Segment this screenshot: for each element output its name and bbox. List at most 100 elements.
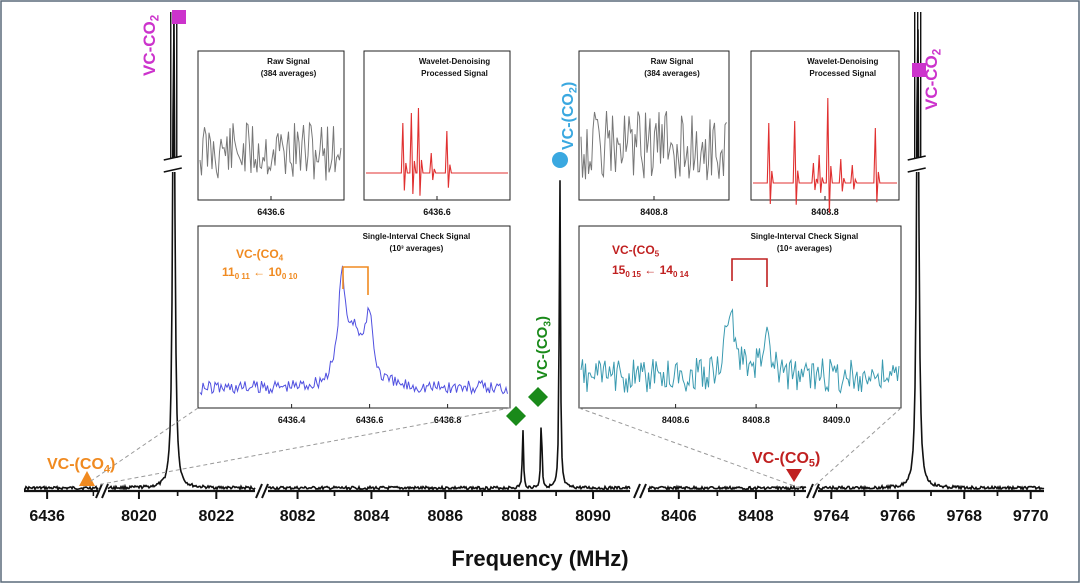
tick-label: 8088 [501, 508, 537, 525]
square-marker [172, 10, 186, 24]
tick-label: 8406 [661, 508, 697, 525]
label-text: VC-(CO [752, 450, 809, 467]
axis-break [261, 483, 269, 499]
label-tail: ) [110, 456, 115, 473]
guide-line [87, 407, 199, 484]
tick-label: 9768 [946, 508, 982, 525]
inset-subtitle: (10³ averages) [389, 244, 443, 253]
guide-line [811, 407, 902, 489]
label-text: VC-(CO [534, 326, 551, 380]
tick-label: 8020 [121, 508, 157, 525]
inset-tick-label: 6436.4 [278, 415, 306, 425]
inset-label-vc-co2-4: VC-(CO4 [236, 247, 284, 263]
label-tail: ) [815, 450, 820, 467]
axis-break [101, 483, 109, 499]
diamond-marker [528, 387, 548, 407]
inset-tick-label: 8408.8 [811, 207, 839, 217]
transition-label-5: 150 15 ← 140 14 [612, 263, 689, 279]
label-vc-co2-right: VC-CO2 [922, 49, 944, 110]
inset-title: Raw Signal [651, 57, 694, 66]
inset-panel: Single-Interval Check Signal (10³ average… [197, 225, 511, 425]
transition-part: 10 [269, 265, 283, 279]
inset-panel: Wavelet-Denoising Processed Signal 8408.8 [750, 50, 900, 217]
label-subscript: 5 [809, 458, 815, 470]
axis-break [812, 483, 820, 499]
triangle-down-marker [786, 469, 802, 482]
inset-tick-label: 6436.6 [356, 415, 384, 425]
peak-break-mark [163, 167, 182, 173]
transition-label-4: 110 11 ← 100 10 [222, 265, 298, 281]
inset-subtitle: (10⁴ averages) [777, 244, 832, 253]
x-axis-title: Frequency (MHz) [451, 546, 628, 571]
tick-label: 8086 [428, 508, 464, 525]
label-tail: ) [534, 316, 551, 321]
transition-bracket [342, 266, 369, 295]
axis-break [255, 483, 263, 499]
insets: Raw Signal(384 averages)6436.6Wavelet-De… [197, 50, 902, 425]
inset-frame [197, 50, 345, 201]
label-text: VC-(CO [612, 243, 655, 257]
label-text: VC-(CO [47, 456, 104, 473]
axis-break [806, 483, 814, 499]
inset-panel: Single-Interval Check Signal (10⁴ average… [578, 225, 902, 425]
inset-trace [580, 308, 900, 394]
peak-break-mark [163, 155, 182, 161]
tick-label: 8022 [199, 508, 235, 525]
tick-label: 6436 [29, 508, 65, 525]
label-text: VC-(CO [560, 93, 577, 150]
triangle-up-marker [79, 471, 95, 486]
transition-part: ← [641, 263, 660, 277]
label-text: VC-(CO [236, 247, 279, 261]
axis-break [639, 483, 647, 499]
spectrum-trace [23, 485, 99, 492]
axis-break [633, 483, 641, 499]
label-text: VC-CO [922, 55, 941, 110]
label-vc-co2-4: VC-(CO4) [47, 456, 115, 476]
label-tail: ) [560, 82, 577, 87]
peak-break-mark [907, 155, 926, 161]
inset-trace [580, 110, 727, 181]
tick-label: 8408 [738, 508, 774, 525]
spectrum-trace [107, 22, 256, 492]
transition-part: 0 11 [235, 272, 251, 281]
inset-title: Wavelet-Denoising [807, 57, 878, 66]
label-subscript: 2 [932, 49, 944, 55]
inset-trace [753, 97, 897, 213]
spectrum-trace [267, 180, 631, 492]
inset-tick-label: 8408.8 [640, 207, 668, 217]
transition-part: 14 [660, 263, 674, 277]
diamond-marker [506, 406, 526, 426]
transition-part: 0 14 [673, 270, 689, 279]
inset-frame [197, 225, 511, 409]
tick-label: 8084 [354, 508, 390, 525]
transition-part: 11 [222, 265, 235, 279]
label-subscript: 4 [104, 464, 110, 476]
label-vc-co2-2: VC-(CO2) [560, 82, 580, 150]
inset-panel: Wavelet-Denoising Processed Signal 6436.6 [363, 50, 511, 217]
inset-trace [199, 121, 342, 181]
inset-tick-label: 8408.6 [662, 415, 690, 425]
inset-tick-label: 6436.6 [423, 207, 451, 217]
square-marker [912, 63, 926, 77]
label-subscript: 2 [150, 15, 162, 21]
inset-tick-label: 6436.6 [257, 207, 285, 217]
tick-label: 9764 [813, 508, 849, 525]
markers [79, 10, 926, 486]
inset-tick-label: 8408.8 [742, 415, 770, 425]
peak-stem [170, 12, 178, 158]
inset-tick-label: 8409.0 [823, 415, 851, 425]
tick-label: 9770 [1013, 508, 1049, 525]
transition-part: ← [250, 265, 269, 279]
inset-title: Wavelet-Denoising [419, 57, 490, 66]
inset-subtitle: (384 averages) [644, 69, 700, 78]
x-axis: 6436 8020 8022 8082 8084 8086 8088 8090 8406 8408… [24, 483, 1049, 525]
inset-panel: Raw Signal (384 averages) 6436.6 [197, 50, 345, 217]
inset-title: Single-Interval Check Signal [751, 232, 859, 241]
main-spectrum [23, 12, 1045, 492]
guide-line [96, 407, 511, 486]
label-subscript: 5 [655, 250, 660, 259]
transition-bracket [731, 258, 768, 287]
tick-label: 8082 [280, 508, 316, 525]
